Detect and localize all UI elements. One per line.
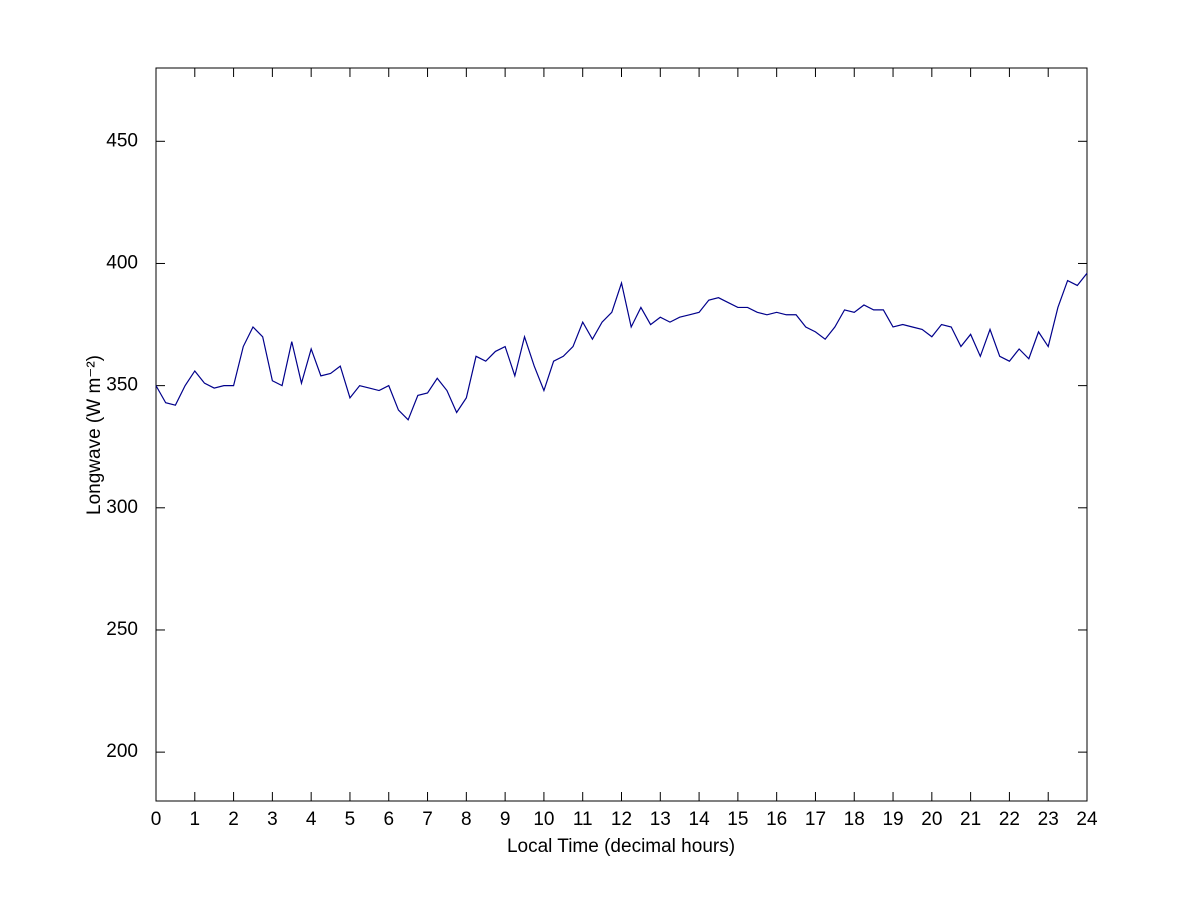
y-tick-label: 250 — [106, 619, 138, 640]
x-tick-label: 3 — [267, 809, 278, 830]
x-tick-label: 20 — [921, 809, 942, 830]
y-tick-label: 350 — [106, 375, 138, 396]
x-tick-label: 22 — [999, 809, 1020, 830]
data-line — [155, 272, 1088, 421]
x-tick-label: 23 — [1038, 809, 1059, 830]
y-tick-label: 300 — [106, 497, 138, 518]
x-tick-label: 1 — [190, 809, 201, 830]
x-tick-label: 10 — [533, 809, 554, 830]
x-tick-label: 19 — [882, 809, 903, 830]
x-tick-label: 21 — [960, 809, 981, 830]
x-tick-label: 0 — [151, 809, 162, 830]
x-tick-label: 4 — [306, 809, 317, 830]
x-tick-label: 13 — [650, 809, 671, 830]
x-tick-label: 15 — [727, 809, 748, 830]
x-tick-label: 14 — [689, 809, 711, 830]
x-axis-label: Local Time (decimal hours) — [507, 836, 735, 857]
x-tick-label: 9 — [500, 809, 511, 830]
x-tick-label: 12 — [611, 809, 632, 830]
y-axis-label: Longwave (W m⁻²) — [84, 355, 105, 515]
y-tick-label: 400 — [106, 252, 138, 273]
x-tick-label: 7 — [422, 809, 433, 830]
x-tick-label: 11 — [573, 809, 593, 830]
x-tick-label: 24 — [1076, 809, 1098, 830]
x-tick-label: 6 — [383, 809, 394, 830]
y-tick-label: 450 — [106, 130, 138, 151]
y-tick-label: 200 — [106, 741, 138, 762]
x-tick-label: 2 — [228, 809, 239, 830]
x-tick-label: 18 — [844, 809, 865, 830]
x-tick-label: 8 — [461, 809, 472, 830]
x-tick-label: 16 — [766, 809, 787, 830]
x-tick-label: 5 — [345, 809, 356, 830]
x-tick-label: 17 — [805, 809, 826, 830]
